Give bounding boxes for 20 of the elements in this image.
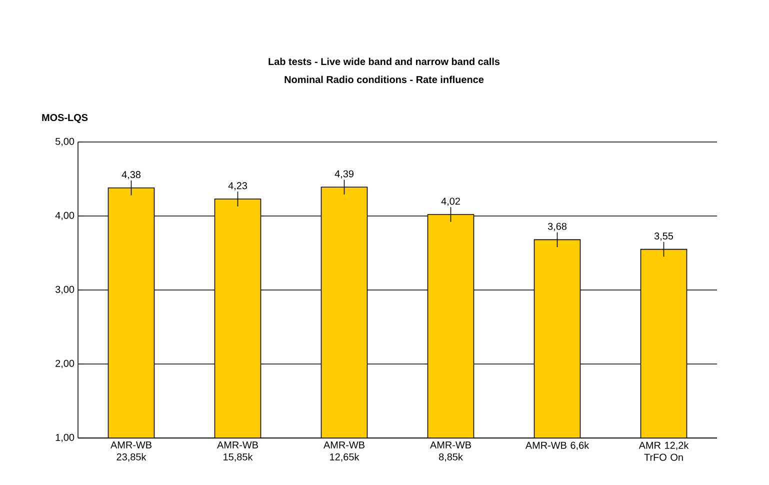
data-label: 4,38 — [122, 171, 141, 180]
y-tick-label: 4,00 — [55, 212, 74, 220]
y-tick-label: 5,00 — [55, 138, 74, 146]
data-label: 4,02 — [441, 198, 460, 206]
y-tick-label: 1,00 — [56, 434, 74, 442]
data-label: 3,55 — [654, 232, 674, 241]
x-tick-label: AMR-WB 12,65k — [324, 442, 364, 462]
x-tick-label: AMR 12,2k TrFO On — [638, 442, 689, 461]
x-tick-label: AMR-WB 8,85k — [430, 442, 471, 462]
chart-subtitle: Nominal Radio conditions - Rate influence — [284, 76, 484, 84]
y-tick-label: 2,00 — [56, 360, 74, 368]
y-axis-title: MOS-LQS — [42, 114, 88, 123]
y-tick-label: 3,00 — [55, 286, 74, 294]
x-tick-label: AMR-WB 23,85k — [110, 442, 152, 462]
data-label: 3,68 — [548, 222, 567, 232]
x-tick-label: AMR-WB 15,85k — [217, 442, 258, 462]
data-label: 4,23 — [228, 182, 248, 190]
chart-title: Lab tests - Live wide band and narrow band calls — [268, 58, 500, 66]
x-tick-label: AMR-WB 6,6k — [525, 442, 590, 450]
data-label: 4,39 — [334, 170, 354, 179]
